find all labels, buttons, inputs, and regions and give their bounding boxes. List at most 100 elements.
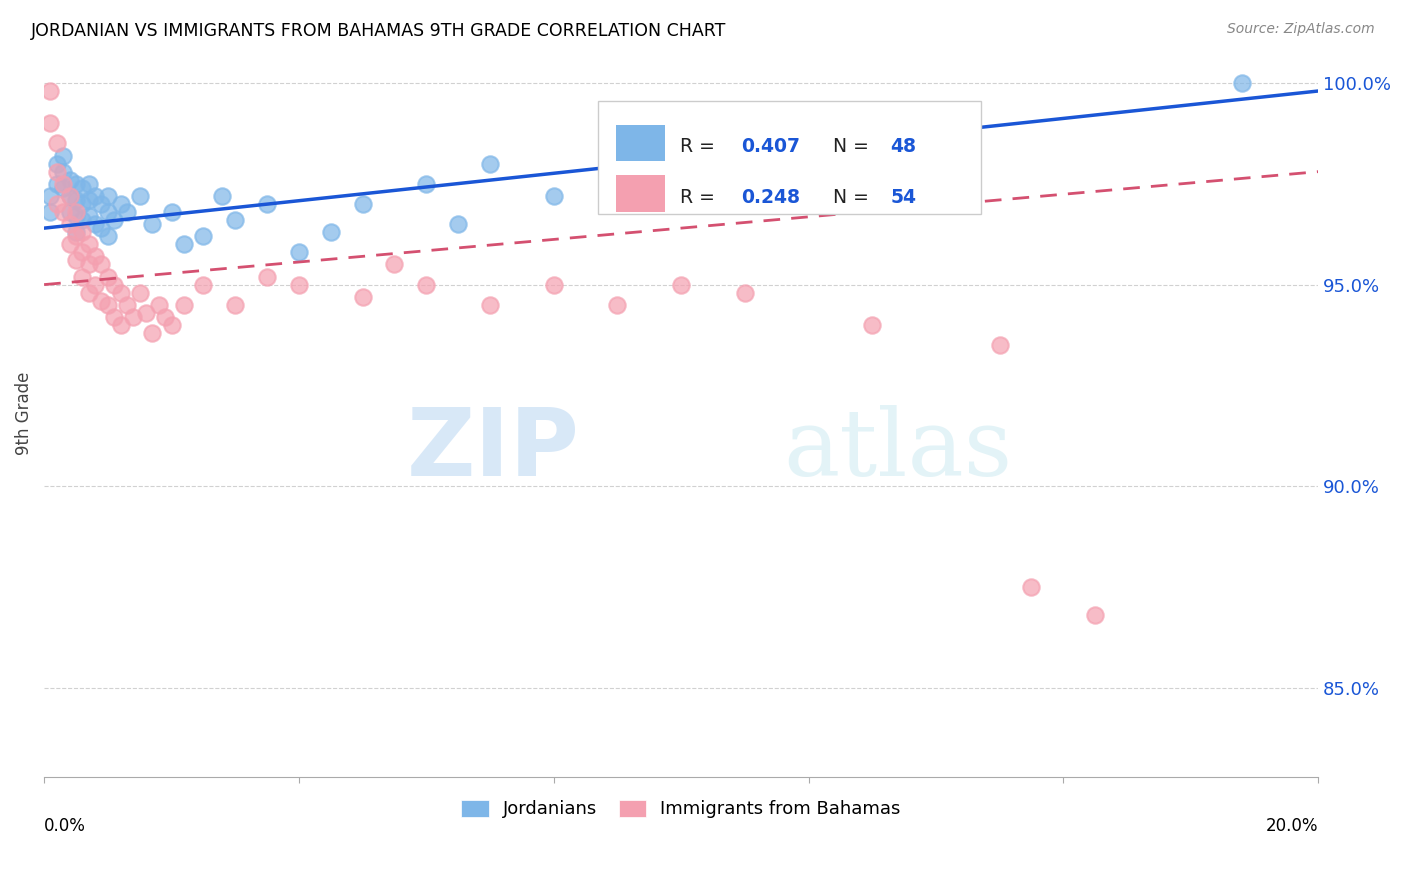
Point: [103, 213, 125, 227]
Point: [72, 197, 94, 211]
Point: [97, 298, 120, 312]
Point: [72, 269, 94, 284]
Point: [148, 298, 170, 312]
Point: [211, 189, 233, 203]
Point: [72, 181, 94, 195]
Point: [193, 277, 215, 292]
Point: [1230, 76, 1253, 90]
Point: [1021, 580, 1043, 594]
Point: [58, 237, 80, 252]
Point: [141, 326, 163, 340]
Point: [84, 277, 107, 292]
Point: [479, 156, 502, 170]
Point: [479, 298, 502, 312]
Point: [52, 205, 75, 219]
Legend: Jordanians, Immigrants from Bahamas: Jordanians, Immigrants from Bahamas: [454, 792, 908, 826]
Point: [90, 257, 112, 271]
Point: [256, 197, 278, 211]
Y-axis label: 9th Grade: 9th Grade: [15, 372, 32, 455]
Point: [77, 193, 100, 207]
Point: [65, 193, 87, 207]
Point: [288, 277, 311, 292]
Point: [65, 177, 87, 191]
Point: [135, 306, 157, 320]
Point: [77, 209, 100, 223]
Point: [115, 298, 138, 312]
Point: [173, 298, 195, 312]
Text: ZIP: ZIP: [406, 404, 579, 496]
Point: [141, 217, 163, 231]
Point: [319, 225, 342, 239]
Point: [97, 205, 120, 219]
Point: [669, 177, 692, 191]
Point: [110, 318, 132, 332]
Text: N =: N =: [832, 137, 875, 156]
Text: 0.248: 0.248: [741, 187, 800, 207]
Point: [160, 205, 183, 219]
Point: [224, 213, 246, 227]
Point: [45, 164, 67, 178]
Point: [352, 290, 374, 304]
Point: [84, 189, 107, 203]
FancyBboxPatch shape: [599, 102, 980, 214]
Point: [65, 229, 87, 244]
Point: [77, 257, 100, 271]
Point: [52, 148, 75, 162]
Point: [606, 298, 628, 312]
Point: [128, 189, 150, 203]
Point: [90, 197, 112, 211]
Point: [45, 197, 67, 211]
Point: [352, 197, 374, 211]
Point: [72, 225, 94, 239]
Point: [39, 84, 62, 98]
Point: [84, 217, 107, 231]
Point: [90, 221, 112, 235]
Point: [52, 181, 75, 195]
Point: [860, 148, 883, 162]
Point: [45, 156, 67, 170]
Point: [39, 205, 62, 219]
Point: [543, 277, 565, 292]
Point: [65, 205, 87, 219]
Point: [115, 205, 138, 219]
Point: [543, 189, 565, 203]
Point: [415, 177, 437, 191]
Point: [256, 269, 278, 284]
Point: [110, 197, 132, 211]
Point: [77, 285, 100, 300]
Point: [224, 298, 246, 312]
Point: [860, 318, 883, 332]
Point: [58, 217, 80, 231]
Point: [58, 189, 80, 203]
Point: [669, 277, 692, 292]
Point: [160, 318, 183, 332]
Text: atlas: atlas: [783, 405, 1012, 495]
Text: 20.0%: 20.0%: [1265, 816, 1319, 835]
Point: [77, 237, 100, 252]
Text: N =: N =: [832, 187, 875, 207]
Point: [103, 277, 125, 292]
Text: R =: R =: [681, 187, 721, 207]
Text: 0.0%: 0.0%: [44, 816, 86, 835]
Point: [77, 177, 100, 191]
Point: [39, 116, 62, 130]
Point: [734, 285, 756, 300]
Point: [65, 253, 87, 268]
Point: [447, 217, 470, 231]
Point: [39, 189, 62, 203]
Point: [97, 229, 120, 244]
Point: [1084, 608, 1107, 623]
Point: [193, 229, 215, 244]
Point: [97, 269, 120, 284]
Point: [90, 293, 112, 308]
Point: [58, 189, 80, 203]
Point: [45, 136, 67, 151]
Point: [58, 172, 80, 186]
Point: [153, 310, 176, 324]
FancyBboxPatch shape: [616, 125, 665, 161]
Point: [128, 285, 150, 300]
Point: [988, 338, 1011, 352]
Point: [84, 249, 107, 263]
Point: [52, 164, 75, 178]
FancyBboxPatch shape: [616, 176, 665, 211]
